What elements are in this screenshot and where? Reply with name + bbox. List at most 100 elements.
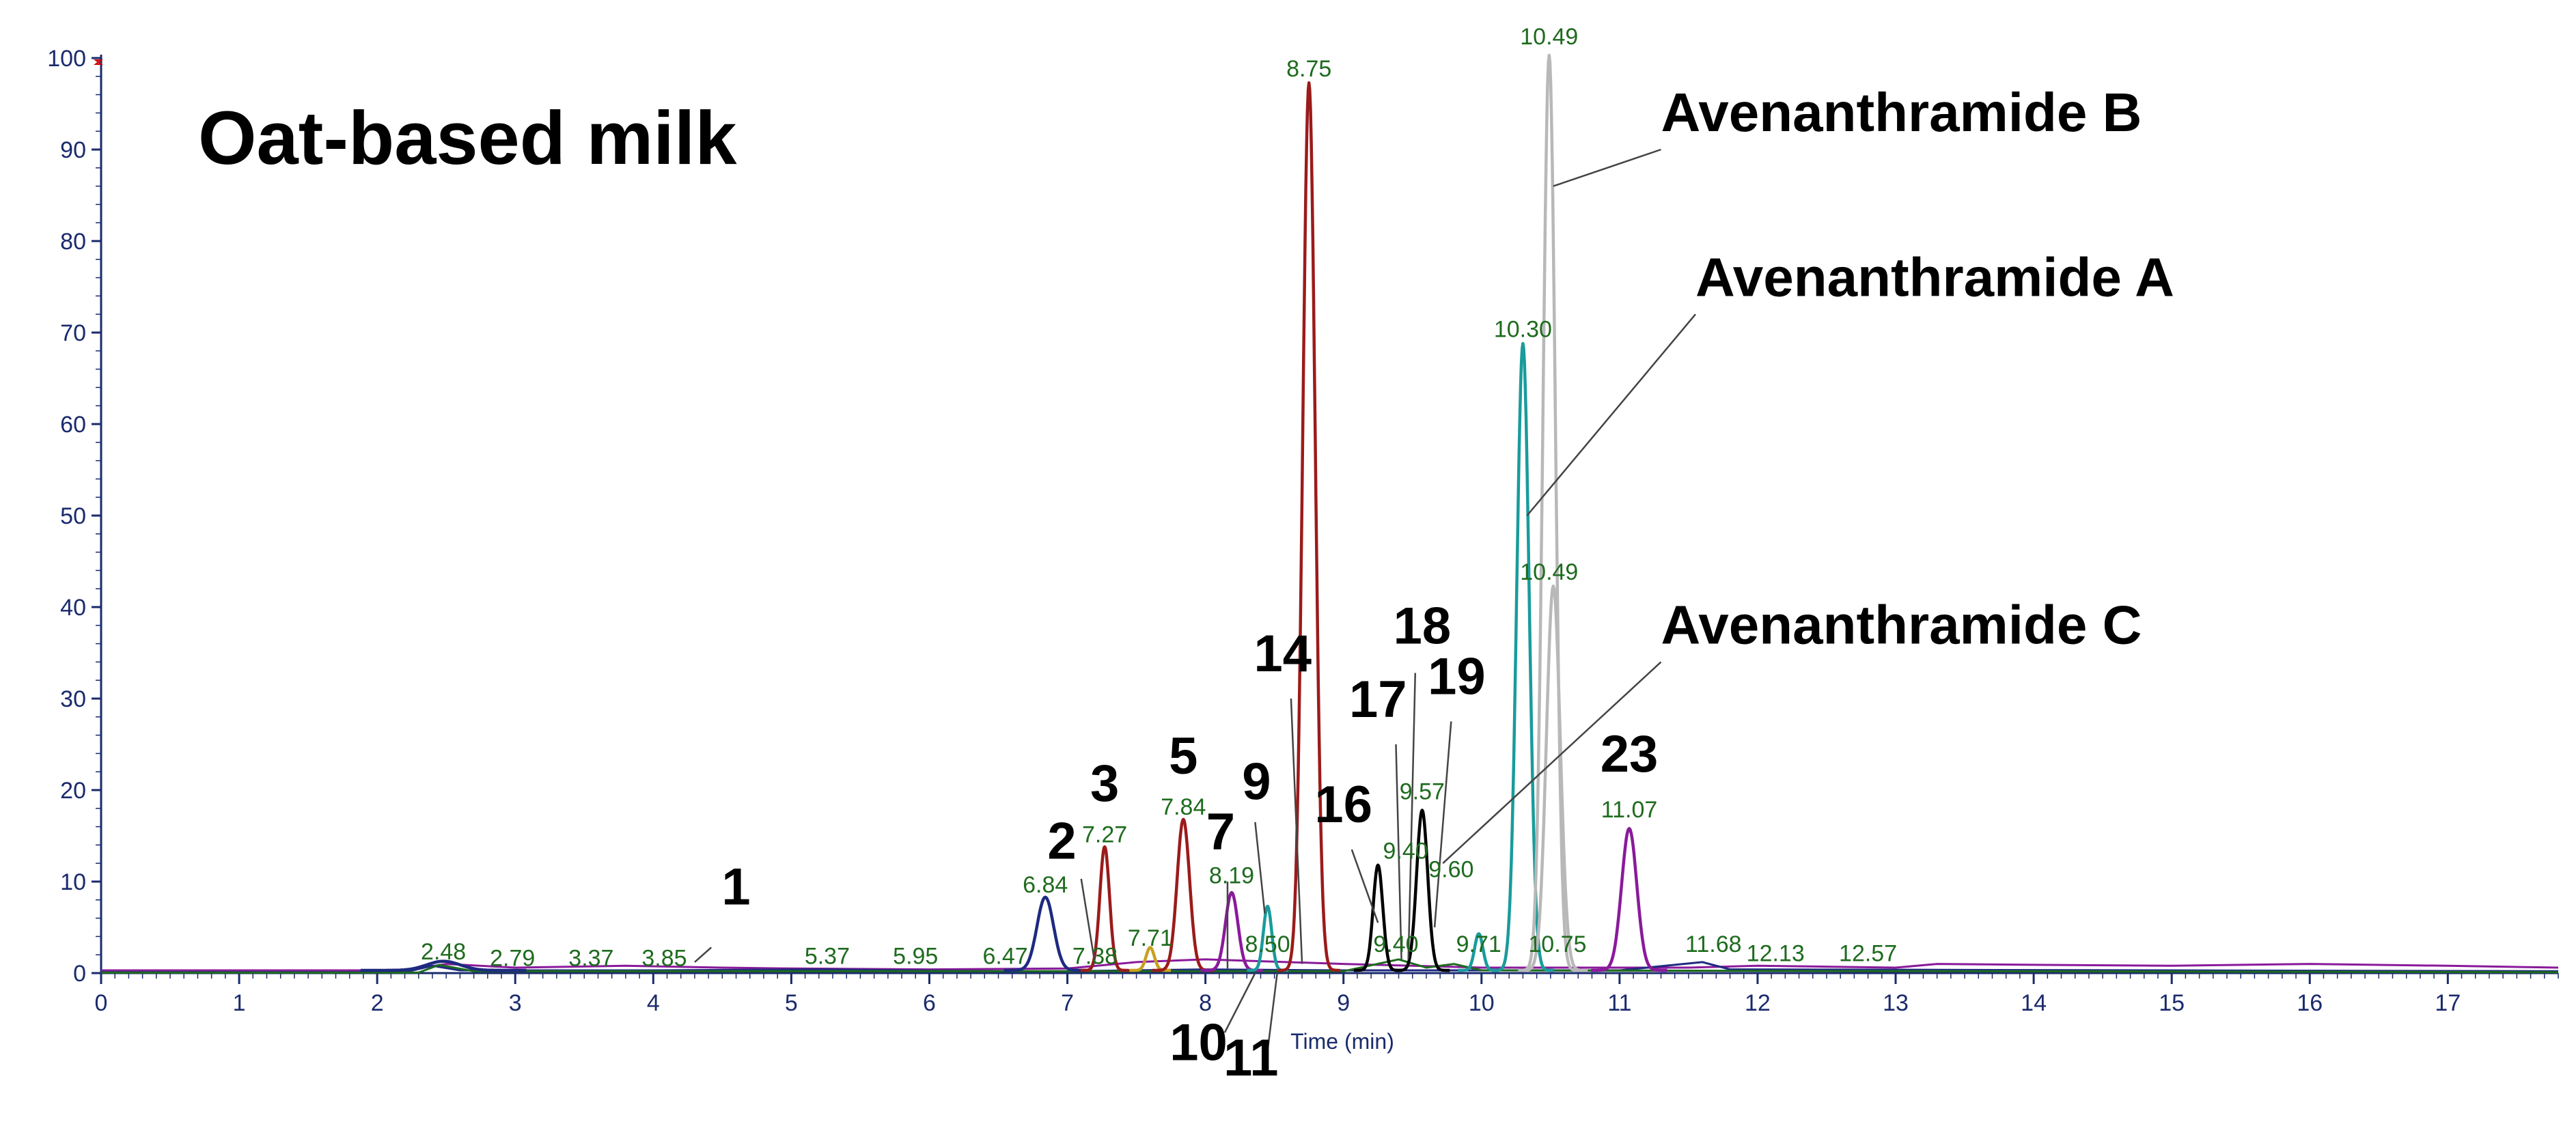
peak-number-label: 3	[1090, 755, 1119, 813]
retention-time-label: 9.40	[1373, 931, 1418, 957]
compound-annotation: Avenanthramide C	[1661, 595, 2142, 656]
peak-number-label: 11	[1223, 1029, 1278, 1087]
peak-trace	[1590, 827, 1668, 972]
x-tick-label: 16	[2297, 990, 2323, 1016]
retention-time-label: 5.95	[893, 944, 938, 970]
retention-time-label: 10.30	[1494, 317, 1552, 343]
retention-time-label: 3.37	[568, 945, 613, 971]
retention-time-label: 8.19	[1209, 863, 1254, 889]
retention-time-label: 7.38	[1072, 944, 1118, 970]
peak-number-label: 2	[1047, 813, 1076, 871]
peak-trace	[1353, 863, 1403, 972]
peak-trace	[360, 959, 527, 972]
y-tick-label: 90	[60, 137, 86, 163]
y-tick-label: 10	[60, 869, 86, 895]
peak-number-label: 7	[1206, 803, 1235, 861]
peak-traces	[360, 53, 1668, 972]
compound-annotation: Avenanthramide B	[1661, 82, 2142, 143]
peak-number-leader	[1266, 972, 1278, 1052]
x-tick-label: 15	[2159, 990, 2185, 1016]
peak-number-leader	[694, 946, 712, 963]
retention-time-label: 8.75	[1286, 56, 1331, 82]
peak-number-label: 18	[1394, 598, 1452, 656]
retention-time-label: 2.48	[421, 939, 466, 965]
retention-time-label: 5.37	[805, 944, 850, 970]
retention-time-label: 9.40	[1383, 839, 1428, 865]
labels-group: 2.48 2.79 3.37 3.85 5.37 5.95 6.47 6.84 7.38 7.27…	[421, 24, 2174, 1087]
peak-number-leader	[1254, 821, 1266, 914]
compound-annotation: Avenanthramide A	[1695, 247, 2174, 307]
peak-number-leader	[1290, 698, 1303, 964]
retention-time-label: 9.60	[1428, 856, 1473, 882]
x-tick-label: 3	[509, 990, 522, 1016]
peak-number-label: 14	[1254, 625, 1312, 683]
x-tick-label: 4	[647, 990, 660, 1016]
y-tick-label: 20	[60, 778, 86, 804]
leader-lines	[694, 148, 1696, 1052]
baseline-traces	[101, 958, 2559, 974]
chart-title: Oat-based milk	[198, 96, 737, 180]
retention-time-label: 10.75	[1528, 931, 1586, 957]
x-tick-label: 10	[1469, 990, 1495, 1016]
x-tick-label: 0	[95, 990, 108, 1016]
x-tick-label: 8	[1199, 990, 1212, 1016]
retention-time-label: 7.84	[1161, 794, 1206, 820]
annotation-leader	[1526, 313, 1696, 516]
peak-trace	[1394, 809, 1451, 972]
x-tick-label: 9	[1337, 990, 1350, 1016]
peak-number-label: 5	[1169, 727, 1197, 785]
retention-time-label: 2.79	[490, 945, 535, 971]
x-tick-label: 12	[1745, 990, 1771, 1016]
y-tick-label: 60	[60, 412, 86, 438]
annotation-leader	[1553, 148, 1661, 187]
retention-time-label: 10.49	[1520, 559, 1578, 585]
x-tick-label: 17	[2435, 990, 2461, 1016]
retention-time-label: 6.84	[1023, 872, 1068, 898]
retention-time-label: 7.27	[1082, 821, 1127, 847]
peak-number-leader	[1407, 673, 1417, 959]
y-tick-label: 50	[60, 503, 86, 529]
axis-marker-icon	[94, 59, 103, 65]
retention-time-label: 11.68	[1685, 931, 1742, 957]
retention-time-label: 3.85	[641, 945, 687, 971]
retention-time-label: 6.47	[983, 944, 1028, 970]
peak-number-leader	[1351, 849, 1379, 923]
retention-time-label: 7.71	[1128, 925, 1173, 951]
peak-trace	[1517, 53, 1581, 972]
peak-number-label: 10	[1169, 1013, 1228, 1071]
retention-time-label: 12.13	[1747, 941, 1805, 967]
x-tick-label: 13	[1883, 990, 1909, 1016]
peak-number-label: 19	[1428, 647, 1486, 705]
peak-trace	[1518, 584, 1589, 972]
peak-number-leader	[1433, 721, 1452, 928]
retention-time-label: 11.07	[1601, 797, 1658, 823]
x-tick-label: 11	[1607, 990, 1631, 1016]
baseline-trace	[101, 958, 2559, 974]
peak-number-leader	[1080, 878, 1096, 964]
peak-number-leader	[1223, 972, 1256, 1033]
x-tick-label: 14	[2021, 990, 2047, 1016]
peak-number-label: 17	[1349, 671, 1407, 729]
y-tick-label: 70	[60, 320, 86, 346]
y-tick-label: 40	[60, 595, 86, 621]
retention-time-label: 9.71	[1456, 931, 1501, 957]
peak-number-label: 23	[1601, 725, 1659, 783]
y-tick-label: 30	[60, 686, 86, 712]
retention-time-label: 8.50	[1245, 931, 1290, 957]
y-tick-label: 80	[60, 229, 86, 255]
x-tick-label: 1	[233, 990, 246, 1016]
peak-trace	[1277, 81, 1341, 972]
peak-number-leader	[1395, 744, 1402, 959]
peak-number-label: 9	[1242, 753, 1271, 811]
retention-time-label: 12.57	[1839, 941, 1897, 967]
peak-trace	[1003, 895, 1088, 972]
retention-time-label: 10.49	[1520, 24, 1578, 50]
x-axis-label: Time (min)	[1290, 1029, 1394, 1054]
x-tick-label: 6	[923, 990, 936, 1016]
annotation-leader	[1442, 661, 1662, 865]
retention-time-label: 9.57	[1400, 778, 1445, 804]
peak-trace	[1491, 341, 1555, 972]
peak-trace	[1079, 845, 1130, 972]
